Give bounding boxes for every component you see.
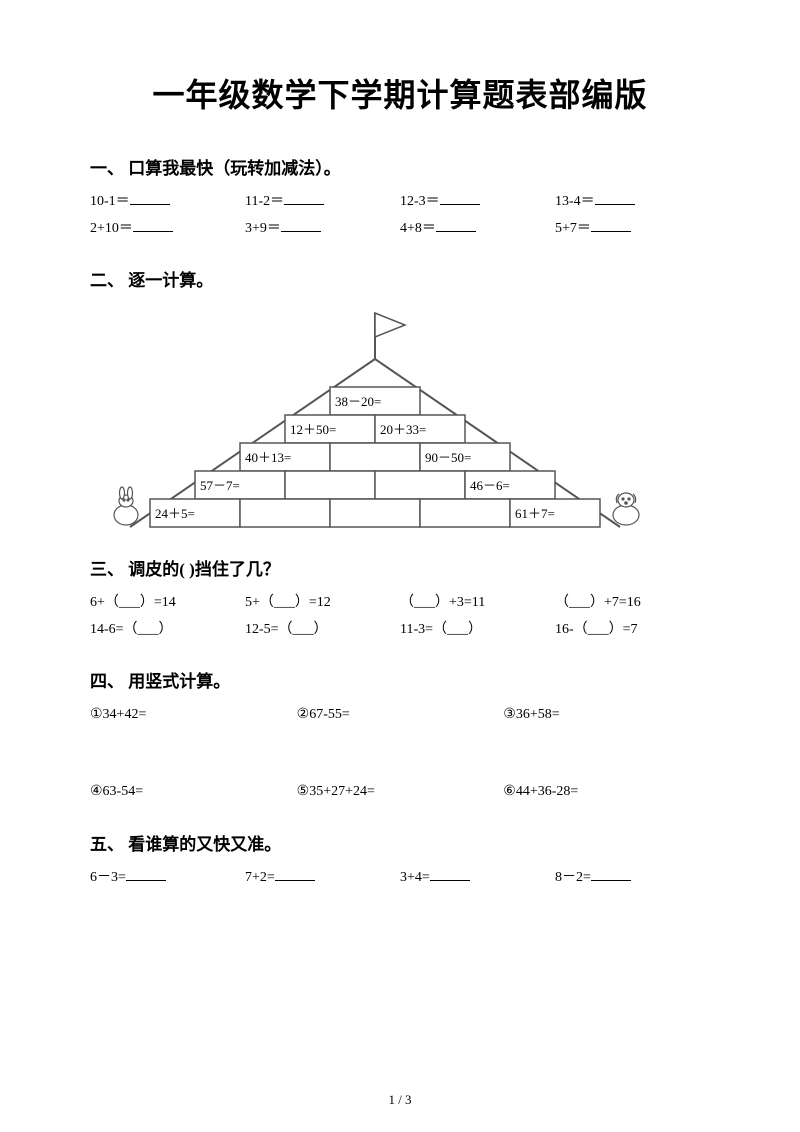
section-5-heading: 五、 看谁算的又快又准。 bbox=[90, 830, 710, 855]
s4-r2-a: ④63-54= bbox=[90, 779, 297, 806]
s1-r1-b: 11-2＝ bbox=[245, 189, 400, 216]
s4-r1-b: ②67-55= bbox=[297, 702, 504, 729]
s4-r2-c: ⑥44+36-28= bbox=[503, 779, 710, 806]
s5-r1-c: 3+4= bbox=[400, 865, 555, 892]
pyr-r1-a: 38－20= bbox=[335, 394, 381, 409]
s4-r1-c: ③36+58= bbox=[503, 702, 710, 729]
flag-icon bbox=[375, 313, 405, 337]
pyr-r3-a: 40＋13= bbox=[245, 450, 291, 465]
s4-r1-a: ①34+42= bbox=[90, 702, 297, 729]
s5-r1-b: 7+2= bbox=[245, 865, 400, 892]
pyr-r2-b: 20＋33= bbox=[380, 422, 426, 437]
s5-r1-a: 6－3= bbox=[90, 865, 245, 892]
s4-spacer bbox=[90, 729, 710, 779]
s1-row1: 10-1＝ 11-2＝ 12-3＝ 13-4＝ bbox=[90, 189, 710, 216]
page-title: 一年级数学下学期计算题表部编版 bbox=[90, 70, 710, 116]
s3-row2: 14-6=（___） 12-5=（___） 11-3=（___） 16-（___… bbox=[90, 617, 710, 644]
s3-r1-b: 5+（___）=12 bbox=[245, 590, 400, 617]
section-4-heading: 四、 用竖式计算。 bbox=[90, 667, 710, 692]
s4-row1: ①34+42= ②67-55= ③36+58= bbox=[90, 702, 710, 729]
section-3-heading: 三、 调皮的( )挡住了几？ bbox=[90, 555, 710, 580]
page-number: 1 / 3 bbox=[0, 1092, 800, 1108]
s5-row1: 6－3= 7+2= 3+4= 8－2= bbox=[90, 865, 710, 892]
pyr-r4-a: 57－7= bbox=[200, 478, 240, 493]
s3-row1: 6+（___）=14 5+（___）=12 （___）+3=11 （___）+7… bbox=[90, 590, 710, 617]
s1-r1-d: 13-4＝ bbox=[555, 189, 710, 216]
rabbit-icon bbox=[114, 487, 138, 525]
pyr-r2-a: 12＋50= bbox=[290, 422, 336, 437]
pyr-r3-b: 90－50= bbox=[425, 450, 471, 465]
s5-r1-d: 8－2= bbox=[555, 865, 710, 892]
s1-row2: 2+10＝ 3+9＝ 4+8＝ 5+7＝ bbox=[90, 216, 710, 243]
pyr-r4-b: 46－6= bbox=[470, 478, 510, 493]
s3-r1-d: （___）+7=16 bbox=[555, 590, 710, 617]
pyr-r5-b: 61＋7= bbox=[515, 506, 555, 521]
s1-r2-c: 4+8＝ bbox=[400, 216, 555, 243]
s3-r2-d: 16-（___）=7 bbox=[555, 617, 710, 644]
pyr-r5-a: 24＋5= bbox=[155, 506, 195, 521]
s3-r2-c: 11-3=（___） bbox=[400, 617, 555, 644]
pyramid-diagram: 38－20= 12＋50= 20＋33= 40＋13= 90－50= 57－7=… bbox=[90, 301, 660, 531]
s3-r2-a: 14-6=（___） bbox=[90, 617, 245, 644]
s1-r1-c: 12-3＝ bbox=[400, 189, 555, 216]
dog-icon bbox=[613, 493, 639, 525]
s3-r1-c: （___）+3=11 bbox=[400, 590, 555, 617]
s3-r2-b: 12-5=（___） bbox=[245, 617, 400, 644]
s1-r2-b: 3+9＝ bbox=[245, 216, 400, 243]
s4-r2-b: ⑤35+27+24= bbox=[297, 779, 504, 806]
s4-row2: ④63-54= ⑤35+27+24= ⑥44+36-28= bbox=[90, 779, 710, 806]
s1-r2-d: 5+7＝ bbox=[555, 216, 710, 243]
section-2-heading: 二、 逐一计算。 bbox=[90, 266, 710, 291]
section-1-heading: 一、 口算我最快（玩转加减法）。 bbox=[90, 154, 710, 179]
s3-r1-a: 6+（___）=14 bbox=[90, 590, 245, 617]
s1-r1-a: 10-1＝ bbox=[90, 189, 245, 216]
s1-r2-a: 2+10＝ bbox=[90, 216, 245, 243]
